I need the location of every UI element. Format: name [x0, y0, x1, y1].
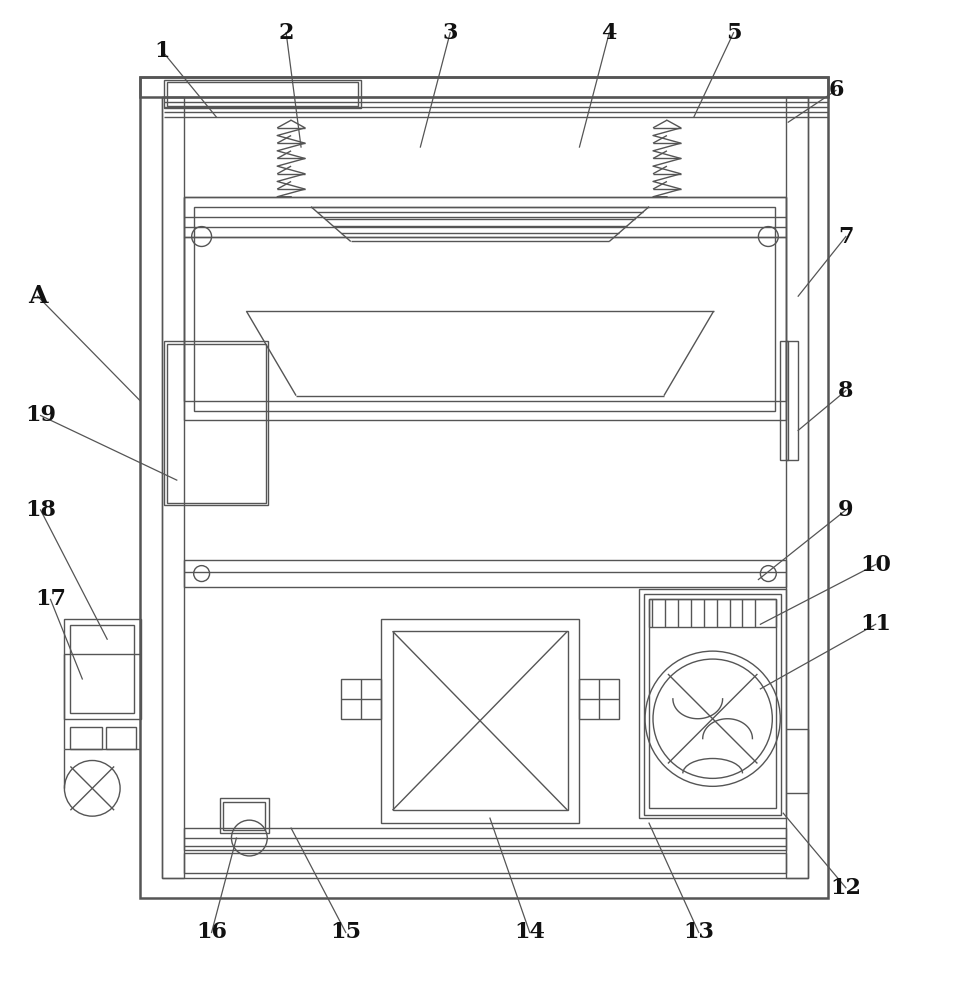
Bar: [639, 589, 786, 818]
Text: 4: 4: [602, 22, 617, 44]
Bar: [164, 341, 269, 505]
Text: 15: 15: [330, 921, 361, 943]
Bar: [70, 727, 102, 749]
Text: 3: 3: [442, 22, 457, 44]
Text: 14: 14: [514, 921, 545, 943]
Bar: [786, 341, 798, 460]
Bar: [649, 599, 776, 808]
Text: 5: 5: [726, 22, 742, 44]
Bar: [162, 97, 184, 878]
Text: 9: 9: [838, 499, 853, 521]
Bar: [223, 802, 265, 830]
Bar: [164, 80, 361, 108]
Bar: [162, 97, 808, 878]
Bar: [780, 341, 789, 460]
Bar: [644, 594, 781, 815]
Bar: [220, 798, 270, 833]
Bar: [167, 82, 357, 106]
Text: 2: 2: [278, 22, 294, 44]
Text: 11: 11: [860, 613, 891, 635]
Text: 12: 12: [830, 877, 861, 899]
Text: 18: 18: [25, 499, 56, 521]
Bar: [65, 619, 141, 719]
Text: 19: 19: [25, 404, 56, 426]
Bar: [380, 619, 580, 823]
Bar: [140, 77, 828, 97]
Bar: [649, 599, 776, 627]
Bar: [184, 828, 786, 850]
Text: 13: 13: [684, 921, 715, 943]
Text: 16: 16: [196, 921, 227, 943]
Bar: [70, 625, 134, 713]
Bar: [167, 344, 266, 503]
Bar: [184, 197, 786, 420]
Bar: [341, 679, 380, 719]
Text: 17: 17: [35, 588, 66, 610]
Text: 6: 6: [828, 79, 844, 101]
Bar: [393, 631, 567, 810]
Text: 10: 10: [860, 554, 891, 576]
Bar: [184, 560, 786, 587]
Text: 1: 1: [154, 40, 169, 62]
Bar: [786, 97, 808, 878]
Text: A: A: [28, 284, 47, 308]
Bar: [106, 727, 136, 749]
Bar: [580, 679, 619, 719]
Bar: [184, 237, 786, 401]
Text: 7: 7: [838, 226, 853, 248]
Text: 8: 8: [838, 380, 853, 402]
Bar: [194, 207, 775, 411]
Bar: [184, 853, 786, 873]
Bar: [140, 77, 828, 898]
Bar: [184, 197, 786, 237]
